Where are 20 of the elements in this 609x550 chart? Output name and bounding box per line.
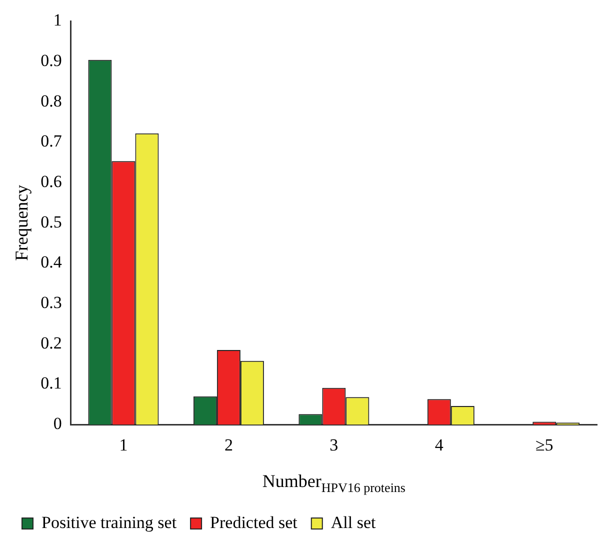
y-tick-label: 0.6 [40, 172, 62, 192]
x-tick-label: 3 [330, 435, 338, 454]
x-tick-label: 1 [119, 435, 128, 454]
x-tick-label: 4 [434, 435, 444, 454]
y-tick-label: 0.3 [40, 293, 62, 312]
y-tick-label: 0.1 [40, 374, 62, 393]
y-tick-label: 0.4 [40, 252, 62, 272]
y-axis-title: Frequency [12, 184, 32, 261]
y-tick-label: 0.7 [40, 132, 62, 151]
legend-label: All set [330, 512, 376, 532]
legend-label: Positive training set [42, 512, 177, 532]
y-tick-label: 0.8 [40, 91, 62, 110]
y-tick-label: 0.2 [40, 333, 62, 352]
y-tick-label: 1 [53, 10, 62, 30]
x-tick-label: 2 [224, 435, 233, 454]
x-tick-label: ≥5 [535, 435, 554, 454]
legend-label: Predicted set [210, 512, 298, 532]
y-tick-label: 0 [53, 414, 62, 434]
y-tick-label: 0.5 [40, 212, 62, 232]
y-tick-label: 0.9 [40, 51, 62, 70]
